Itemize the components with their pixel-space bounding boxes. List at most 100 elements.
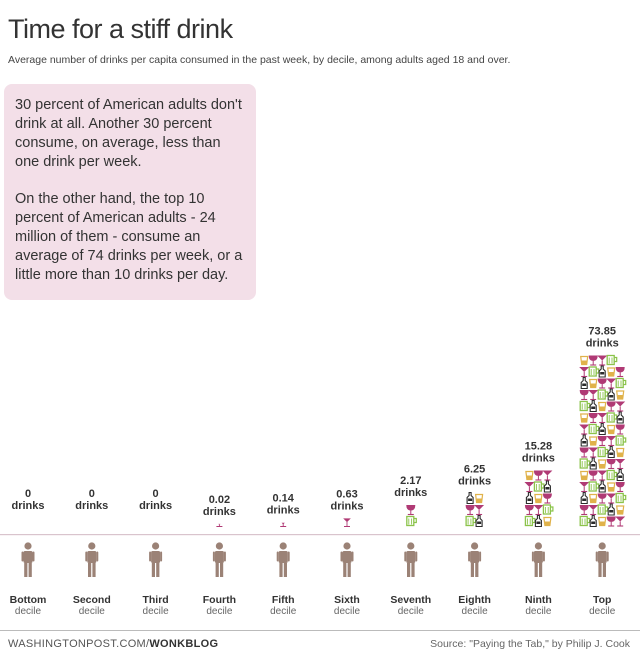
unit-label: drinks (586, 338, 619, 350)
person-icon (212, 542, 226, 577)
martini-glass-icon (606, 493, 617, 504)
bottle-icon (543, 480, 551, 493)
bottle-icon (607, 445, 615, 459)
wine-glass-icon (615, 424, 625, 435)
beer-mug-icon (615, 435, 627, 446)
martini-glass-icon (597, 470, 608, 481)
unit-label: drinks (75, 500, 108, 512)
unit-label: drinks (11, 500, 44, 512)
wine-glass-icon (597, 378, 607, 389)
value-label: 73.85 (588, 326, 616, 338)
beer-mug-icon (579, 400, 591, 412)
category-sublabel: decile (462, 606, 489, 617)
category-label: Top (593, 594, 611, 606)
martini-glass-icon (606, 436, 617, 447)
value-label: 0.02 (209, 494, 230, 506)
bottle-icon (598, 365, 606, 378)
footer-divider (0, 630, 640, 631)
wine-glass-icon (579, 390, 589, 401)
baseline (0, 534, 640, 536)
shot-glass-icon (589, 493, 598, 504)
beer-mug-icon (588, 366, 600, 377)
category-sublabel: decile (79, 606, 106, 617)
shot-glass-icon (607, 367, 616, 377)
martini-glass-icon (474, 505, 485, 516)
value-label: 0 (153, 488, 159, 500)
shot-glass-icon (598, 401, 607, 412)
person-icon (595, 542, 609, 577)
value-label: 0 (25, 488, 31, 500)
value-label: 0 (89, 488, 95, 500)
category-sublabel: decile (334, 606, 361, 617)
chart-title: Time for a stiff drink (8, 14, 233, 44)
person-icon (340, 542, 354, 577)
martini-glass-icon (533, 505, 544, 516)
wine-glass-icon (606, 459, 616, 470)
category-label: Third (142, 594, 168, 606)
bottle-icon (466, 491, 474, 505)
martini-glass-icon (579, 367, 590, 378)
shot-glass-icon (607, 424, 616, 435)
beer-mug-icon (606, 469, 618, 481)
martini-glass-icon (588, 390, 599, 401)
shot-glass-icon (616, 505, 625, 515)
shot-glass-icon (580, 470, 589, 481)
category-label: Second (73, 594, 111, 606)
footer-blog: WONKBLOG (149, 638, 219, 650)
martini-glass-icon (597, 355, 608, 366)
shot-glass-icon (616, 390, 625, 400)
wine-glass-icon (406, 505, 416, 516)
unit-label: drinks (394, 487, 427, 499)
beer-mug-icon (606, 354, 618, 366)
bottle-icon (580, 434, 588, 447)
shot-glass-icon (474, 493, 484, 504)
beer-mug-icon (597, 504, 609, 515)
beer-mug-icon (597, 446, 609, 458)
martini-glass-icon (588, 447, 599, 458)
martini-glass-icon (524, 482, 535, 493)
shot-glass-icon (525, 470, 534, 481)
martini-glass-icon (579, 424, 590, 435)
category-sublabel: decile (270, 606, 297, 617)
fractional-drink-mark (216, 523, 223, 527)
value-label: 2.17 (400, 475, 421, 487)
unit-label: drinks (458, 476, 491, 488)
wine-glass-icon (615, 367, 625, 378)
person-icon (468, 542, 482, 577)
wine-glass-icon (597, 436, 607, 447)
martini-glass-icon (597, 413, 608, 424)
beer-mug-icon (524, 515, 536, 527)
category-sublabel: decile (525, 606, 552, 617)
value-label: 6.25 (464, 464, 485, 476)
wine-glass-icon (524, 505, 534, 516)
shot-glass-icon (589, 378, 598, 389)
wine-glass-icon (579, 447, 589, 458)
bottle-icon (525, 491, 533, 505)
beer-mug-icon (588, 481, 600, 492)
category-label: Eighth (458, 594, 491, 606)
martini-glass-icon (615, 401, 626, 412)
unit-label: drinks (522, 453, 555, 465)
wine-glass-icon (606, 516, 616, 527)
beer-mug-icon (542, 504, 554, 515)
wine-glass-icon (542, 493, 552, 504)
fractional-drink-mark (343, 518, 351, 527)
person-icon (149, 542, 163, 577)
martini-glass-icon (615, 516, 626, 527)
bottle-icon (598, 480, 606, 493)
beer-mug-icon (406, 515, 417, 527)
martini-glass-icon (579, 482, 590, 493)
shot-glass-icon (607, 482, 616, 492)
beer-mug-icon (579, 458, 591, 469)
shot-glass-icon (580, 355, 589, 366)
martini-glass-icon (542, 470, 553, 481)
